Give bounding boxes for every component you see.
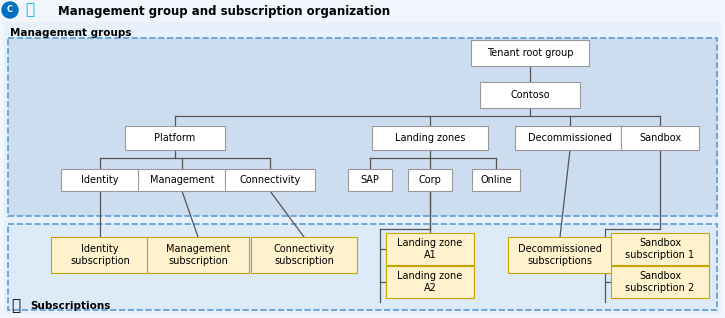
- Text: Subscriptions: Subscriptions: [30, 301, 110, 311]
- Text: Connectivity: Connectivity: [239, 175, 301, 185]
- Text: SAP: SAP: [360, 175, 379, 185]
- FancyBboxPatch shape: [125, 126, 225, 150]
- Text: Identity: Identity: [81, 175, 119, 185]
- Text: Online: Online: [480, 175, 512, 185]
- Text: Sandbox: Sandbox: [639, 133, 681, 143]
- Text: Management group and subscription organization: Management group and subscription organi…: [58, 4, 390, 17]
- FancyBboxPatch shape: [611, 266, 709, 298]
- FancyBboxPatch shape: [8, 38, 717, 216]
- Text: 🔑: 🔑: [12, 299, 20, 314]
- Text: Sandbox
subscription 2: Sandbox subscription 2: [626, 271, 695, 293]
- Text: Landing zone
A2: Landing zone A2: [397, 271, 463, 293]
- Text: Corp: Corp: [418, 175, 442, 185]
- Text: C: C: [7, 5, 13, 15]
- Text: Identity
subscription: Identity subscription: [70, 244, 130, 266]
- Text: 👥: 👥: [25, 3, 35, 17]
- Text: Management: Management: [150, 175, 215, 185]
- Text: Decommissioned: Decommissioned: [528, 133, 612, 143]
- FancyBboxPatch shape: [348, 169, 392, 191]
- Text: Management
subscription: Management subscription: [166, 244, 231, 266]
- FancyBboxPatch shape: [508, 237, 612, 273]
- Text: Platform: Platform: [154, 133, 196, 143]
- FancyBboxPatch shape: [0, 0, 725, 22]
- FancyBboxPatch shape: [51, 237, 149, 273]
- FancyBboxPatch shape: [8, 224, 717, 310]
- Text: Contoso: Contoso: [510, 90, 550, 100]
- Text: Tenant root group: Tenant root group: [486, 48, 573, 58]
- Circle shape: [2, 2, 18, 18]
- Text: Connectivity
subscription: Connectivity subscription: [273, 244, 335, 266]
- FancyBboxPatch shape: [515, 126, 625, 150]
- FancyBboxPatch shape: [611, 233, 709, 265]
- FancyBboxPatch shape: [386, 266, 474, 298]
- Text: Decommissioned
subscriptions: Decommissioned subscriptions: [518, 244, 602, 266]
- FancyBboxPatch shape: [4, 22, 721, 314]
- FancyBboxPatch shape: [61, 169, 139, 191]
- FancyBboxPatch shape: [471, 40, 589, 66]
- Text: Landing zones: Landing zones: [395, 133, 465, 143]
- Text: Sandbox
subscription 1: Sandbox subscription 1: [626, 238, 695, 260]
- FancyBboxPatch shape: [147, 237, 249, 273]
- FancyBboxPatch shape: [372, 126, 488, 150]
- FancyBboxPatch shape: [621, 126, 699, 150]
- FancyBboxPatch shape: [225, 169, 315, 191]
- FancyBboxPatch shape: [386, 233, 474, 265]
- FancyBboxPatch shape: [251, 237, 357, 273]
- Text: Management groups: Management groups: [10, 28, 131, 38]
- Text: Landing zone
A1: Landing zone A1: [397, 238, 463, 260]
- FancyBboxPatch shape: [480, 82, 580, 108]
- FancyBboxPatch shape: [138, 169, 226, 191]
- FancyBboxPatch shape: [472, 169, 520, 191]
- FancyBboxPatch shape: [408, 169, 452, 191]
